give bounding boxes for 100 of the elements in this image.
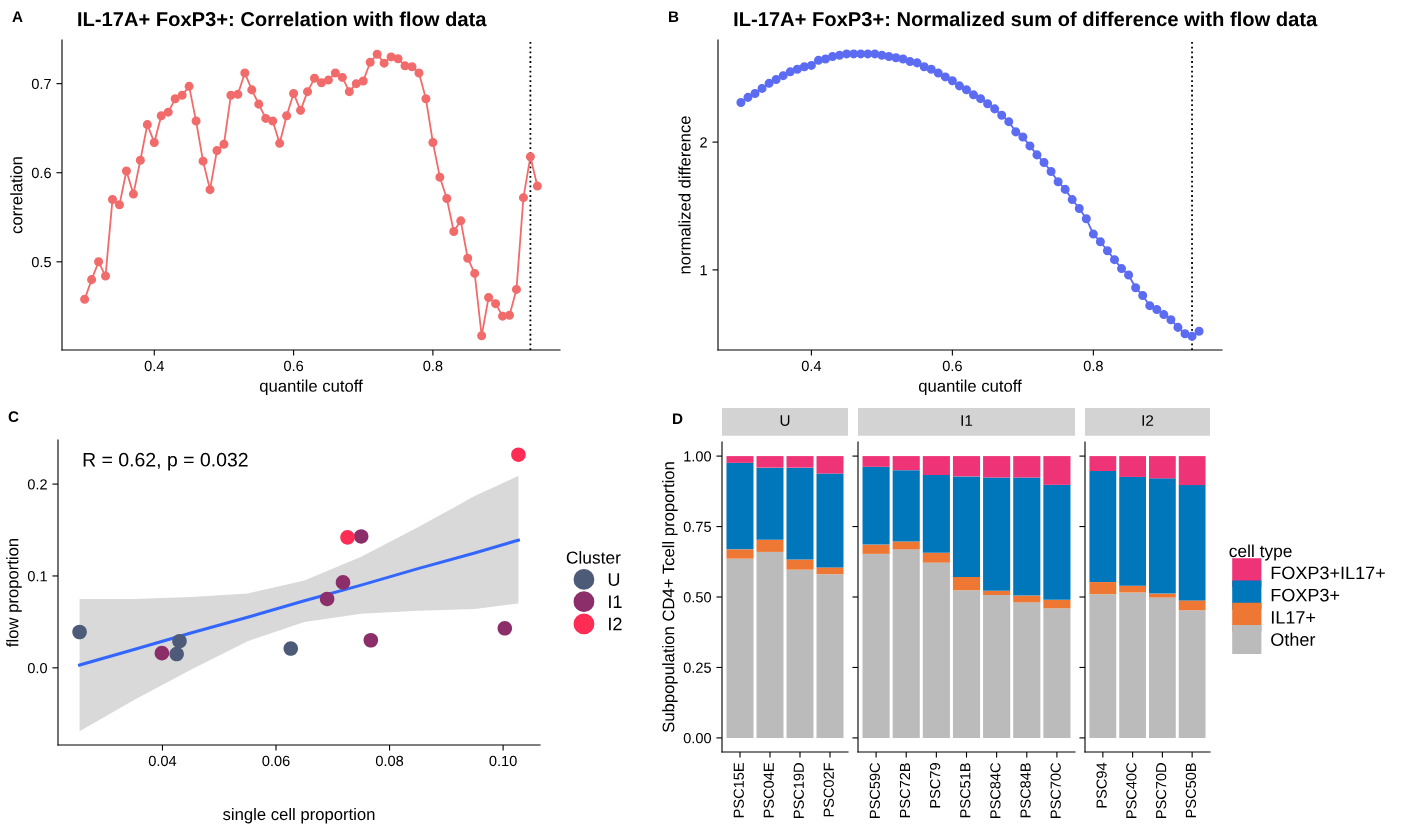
legend-label: IL17+ bbox=[1271, 611, 1316, 624]
text: B bbox=[669, 11, 679, 22]
bar bbox=[922, 552, 950, 563]
x-tick-label: PSC19D bbox=[793, 763, 804, 818]
x-tick-label: 0.04 bbox=[148, 755, 177, 767]
bar bbox=[1043, 456, 1071, 485]
bar bbox=[1148, 597, 1176, 738]
x-tick-label: PSC51B bbox=[960, 763, 971, 818]
bar bbox=[1178, 600, 1206, 611]
chart-title: IL-17A+ FoxP3+: Normalized sum of difference with flow data bbox=[734, 11, 1318, 27]
point bbox=[154, 645, 170, 661]
x-tick-label: PSC15E bbox=[733, 763, 744, 818]
point bbox=[353, 529, 369, 544]
bar bbox=[726, 456, 754, 463]
bar bbox=[816, 574, 844, 738]
x-tick-label: PSC84B bbox=[1020, 763, 1031, 818]
bar bbox=[922, 474, 950, 553]
x-tick-label: PSC84C bbox=[990, 762, 1001, 818]
bar bbox=[952, 590, 981, 738]
y-tick-label: 2 bbox=[700, 137, 707, 148]
bar bbox=[1013, 456, 1041, 478]
x-axis-title: quantile cutoff bbox=[259, 379, 363, 396]
bar bbox=[952, 476, 981, 577]
y-axis-title: flow proportion bbox=[6, 538, 22, 647]
bar bbox=[1119, 456, 1147, 477]
x-tick-label: PSC72B bbox=[899, 763, 911, 818]
x-tick-label: 0.8 bbox=[423, 360, 443, 372]
point bbox=[319, 591, 335, 607]
bar bbox=[786, 467, 814, 560]
point bbox=[169, 646, 184, 662]
x-axis-title: quantile cutoff bbox=[918, 379, 1022, 396]
x-tick-label: 0.10 bbox=[489, 755, 517, 767]
chart-title: I2 bbox=[1142, 415, 1154, 426]
y-axis-title: Subpopulation CD4+ Tcell proportion bbox=[662, 462, 678, 733]
bar bbox=[922, 562, 950, 738]
point bbox=[511, 447, 526, 462]
bar bbox=[1178, 456, 1206, 486]
legend-title: cell type bbox=[1229, 544, 1292, 561]
x-tick-label: 0.06 bbox=[262, 755, 290, 767]
bar bbox=[786, 456, 814, 468]
point bbox=[497, 621, 513, 636]
bar bbox=[1089, 471, 1117, 583]
x-tick-label: PSC94 bbox=[1096, 762, 1107, 808]
y-axis-title: correlation bbox=[10, 157, 23, 234]
bar bbox=[726, 558, 754, 738]
x-tick-label: PSC02F bbox=[823, 763, 834, 817]
bar bbox=[952, 576, 981, 591]
y-tick-label: 0.75 bbox=[683, 521, 711, 532]
x-tick-label: 0.6 bbox=[284, 360, 304, 372]
bar bbox=[1119, 592, 1147, 738]
point bbox=[283, 641, 299, 656]
point bbox=[363, 632, 379, 648]
bar bbox=[862, 553, 890, 738]
x-tick-label: PSC50B bbox=[1185, 763, 1197, 818]
bar bbox=[983, 590, 1011, 596]
bar bbox=[952, 456, 981, 477]
bar bbox=[726, 462, 754, 550]
bar bbox=[892, 549, 920, 738]
x-axis-title: single cell proportion bbox=[223, 807, 375, 824]
chart-title: U bbox=[780, 415, 790, 426]
bar bbox=[726, 549, 754, 559]
bar bbox=[983, 477, 1011, 591]
legend-title: Cluster bbox=[566, 551, 621, 564]
bar bbox=[892, 541, 920, 550]
bar bbox=[862, 544, 890, 554]
bar bbox=[756, 539, 784, 552]
bar bbox=[1043, 608, 1071, 738]
bar bbox=[862, 456, 890, 467]
point bbox=[340, 530, 355, 545]
bar bbox=[862, 466, 890, 545]
bar bbox=[816, 473, 844, 568]
y-tick-label: 0.5 bbox=[31, 256, 51, 268]
bar bbox=[922, 456, 950, 475]
x-tick-label: PSC04E bbox=[763, 763, 774, 818]
x-tick-label: 0.8 bbox=[1083, 360, 1103, 372]
bar bbox=[756, 456, 784, 468]
bar bbox=[892, 470, 920, 542]
y-tick-label: 0.50 bbox=[683, 592, 712, 603]
chart-title: IL-17A+ FoxP3+: Correlation with flow data bbox=[78, 11, 487, 27]
bar bbox=[756, 467, 784, 540]
point bbox=[335, 575, 351, 590]
y-axis-title: normalized difference bbox=[678, 116, 691, 274]
bar bbox=[786, 569, 814, 738]
bar bbox=[1089, 594, 1117, 738]
y-tick-label: 0.7 bbox=[31, 78, 51, 90]
y-tick-label: 0.1 bbox=[27, 571, 47, 582]
y-tick-label: 0.25 bbox=[683, 662, 711, 673]
bar bbox=[1089, 582, 1117, 595]
bar bbox=[756, 551, 784, 738]
x-tick-label: PSC59C bbox=[869, 762, 880, 818]
bar bbox=[983, 456, 1011, 478]
x-tick-label: 0.4 bbox=[144, 360, 164, 372]
legend-label: I1 bbox=[609, 595, 622, 608]
text: A bbox=[12, 11, 23, 22]
bar bbox=[1148, 593, 1176, 598]
y-tick-label: 0.0 bbox=[27, 662, 48, 674]
text: D bbox=[673, 413, 683, 424]
line-series bbox=[78, 538, 520, 667]
x-tick-label: PSC79 bbox=[929, 763, 941, 808]
x-tick-label: 0.08 bbox=[375, 755, 404, 767]
